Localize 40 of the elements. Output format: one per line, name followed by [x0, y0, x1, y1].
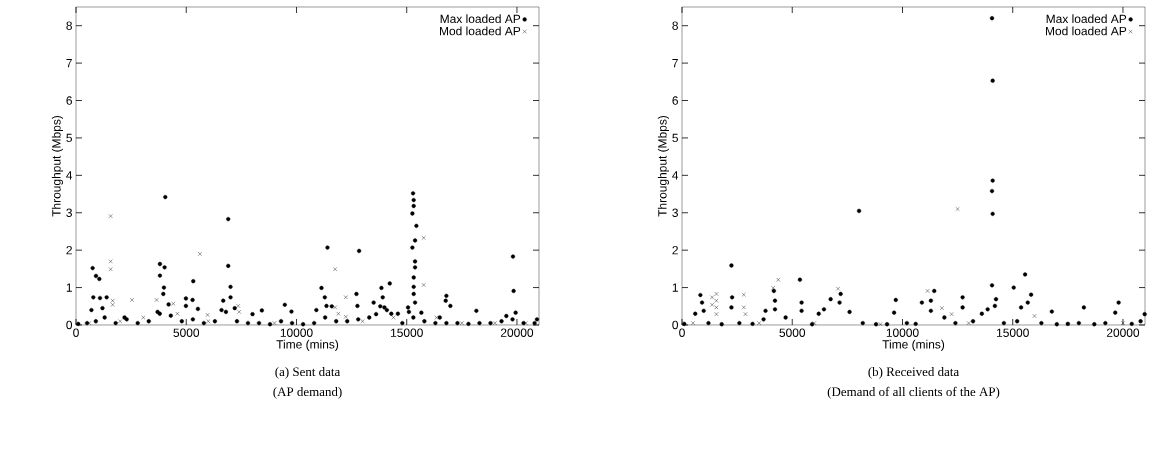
y-tick-label: 8	[672, 21, 678, 30]
y-tick-label: 7	[66, 59, 72, 68]
y-tick-label: 4	[66, 171, 73, 180]
x-tick-label: 15000	[391, 328, 423, 337]
y-tick-label: 5	[66, 133, 72, 143]
y-tick-label: 7	[672, 59, 678, 68]
x-axis-title: Time (mins)	[276, 339, 339, 351]
y-tick-label: 2	[672, 245, 678, 255]
x-tick-label: 15000	[997, 328, 1029, 337]
y-tick-label: 1	[672, 283, 678, 292]
y-tick-label: 6	[672, 96, 678, 105]
y-tick-label: 6	[66, 96, 72, 105]
y-tick-label: 3	[672, 208, 678, 217]
x-tick-label: 10000	[280, 328, 313, 337]
legend-label: Max loaded AP	[1046, 14, 1127, 24]
x-tick-label: 10000	[886, 328, 919, 337]
legend-label: Max loaded AP	[440, 14, 521, 24]
legend-label: Mod loaded AP	[1046, 26, 1127, 36]
y-tick-label: 2	[66, 245, 72, 255]
x-tick-label: 20000	[1106, 328, 1140, 337]
x-axis-title: Time (mins)	[882, 339, 945, 351]
x-tick-label: 20000	[500, 328, 534, 337]
text: (b) Received data	[868, 367, 960, 379]
legend-label: Mod loaded AP	[440, 26, 521, 36]
y-tick-label: 0	[672, 320, 679, 330]
y-tick-label: 5	[672, 133, 678, 143]
x-tick-label: 5000	[779, 328, 806, 337]
y-tick-label: 1	[66, 283, 72, 292]
y-tick-label: 0	[66, 320, 73, 330]
text: (AP demand)	[273, 387, 342, 399]
x-tick-label: 5000	[173, 328, 200, 337]
y-tick-label: 4	[672, 171, 679, 180]
text: (a) Sent data	[275, 367, 341, 379]
y-axis-title: Throughput (Mbps)	[51, 115, 64, 217]
y-axis-title: Throughput (Mbps)	[657, 115, 670, 217]
y-tick-label: 8	[66, 21, 72, 30]
text: (Demand of all clients of the AP)	[827, 386, 1000, 399]
x-tick-label: 0	[73, 328, 79, 337]
x-tick-label: 0	[679, 328, 685, 337]
y-tick-label: 3	[66, 208, 72, 217]
